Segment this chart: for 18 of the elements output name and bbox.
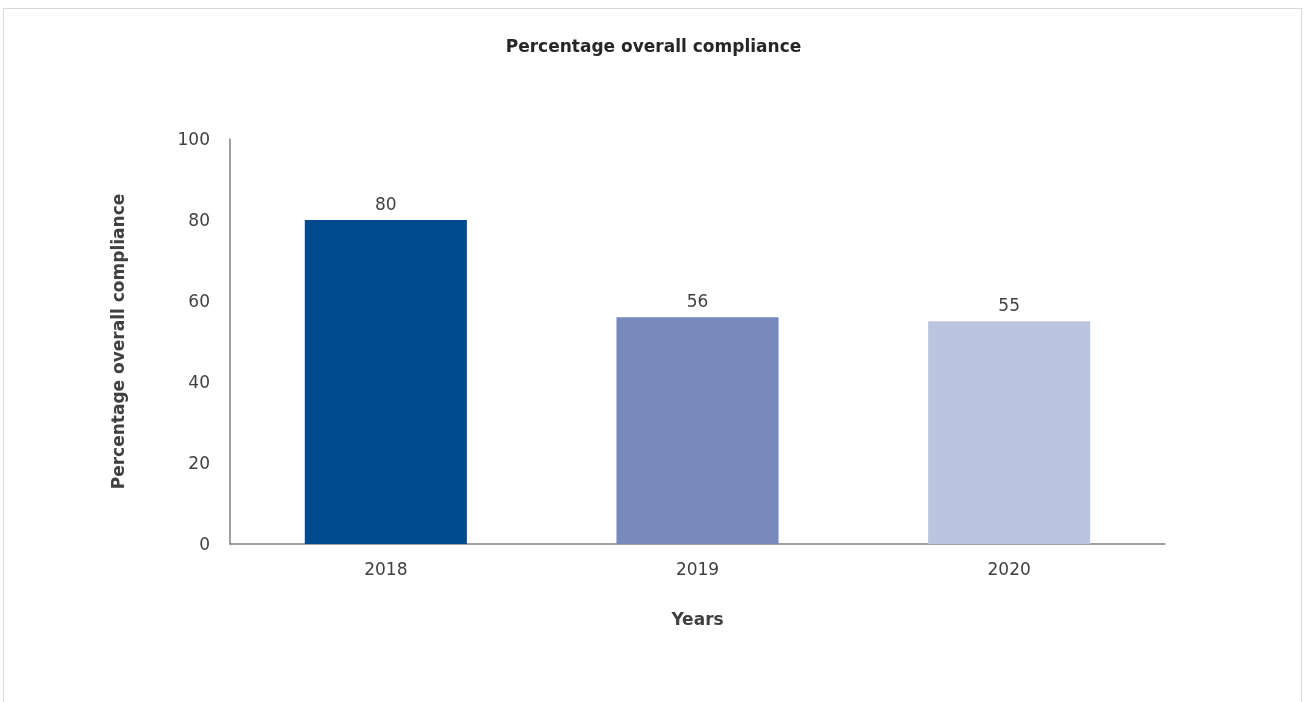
- y-tick-label: 20: [188, 453, 210, 473]
- x-tick-label: 2020: [987, 558, 1031, 579]
- y-tick-label: 40: [188, 372, 210, 392]
- x-tick-label: 2018: [364, 558, 408, 579]
- y-tick-label: 80: [188, 210, 210, 230]
- y-axis-title: Percentage overall compliance: [107, 193, 128, 490]
- data-label: 55: [998, 294, 1020, 315]
- data-label: 80: [375, 193, 397, 214]
- chart-title: Percentage overall compliance: [505, 35, 802, 56]
- x-axis-title: Years: [670, 608, 724, 629]
- y-tick-label: 0: [199, 534, 210, 554]
- bar: [616, 317, 779, 544]
- y-tick-label: 100: [177, 129, 210, 149]
- y-tick-label: 60: [188, 291, 210, 311]
- bar: [928, 321, 1091, 544]
- x-tick-label: 2019: [675, 558, 720, 579]
- bar: [304, 220, 467, 544]
- data-label: 56: [686, 290, 709, 311]
